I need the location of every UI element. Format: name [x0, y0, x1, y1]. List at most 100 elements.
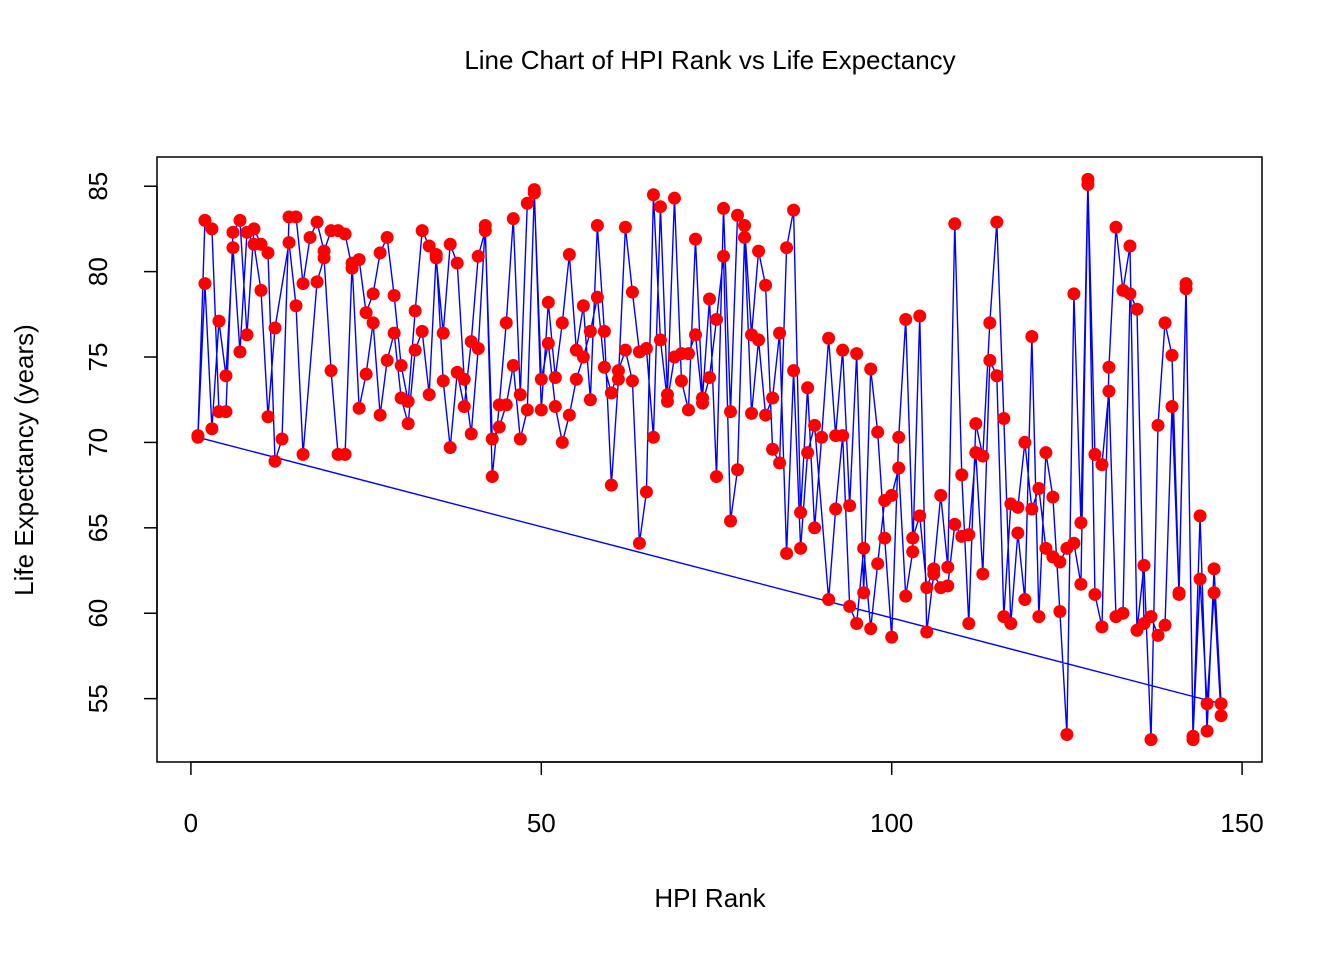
data-point — [359, 306, 373, 320]
data-point — [590, 218, 604, 232]
data-point — [590, 290, 604, 304]
data-point — [892, 430, 906, 444]
data-point — [359, 367, 373, 381]
data-point — [695, 396, 709, 410]
data-point — [962, 616, 976, 630]
data-point — [1116, 606, 1130, 620]
data-point — [198, 277, 212, 291]
data-point — [738, 230, 752, 244]
data-point — [310, 275, 324, 289]
data-point — [990, 215, 1004, 229]
data-point — [261, 410, 275, 424]
data-point — [878, 531, 892, 545]
data-point — [289, 299, 303, 313]
data-point — [1095, 620, 1109, 634]
data-point — [934, 488, 948, 502]
data-point — [836, 343, 850, 357]
data-point — [1200, 697, 1214, 711]
data-point — [1137, 558, 1151, 572]
x-tick-label: 50 — [527, 808, 556, 838]
data-point — [268, 321, 282, 335]
data-point — [436, 374, 450, 388]
data-point — [604, 386, 618, 400]
data-point — [731, 463, 745, 477]
data-point — [710, 312, 724, 326]
data-point — [352, 401, 366, 415]
data-point — [857, 586, 871, 600]
data-point — [513, 388, 527, 402]
data-point — [681, 347, 695, 361]
data-point — [499, 398, 513, 412]
data-point — [604, 478, 618, 492]
data-point — [597, 360, 611, 374]
data-point — [667, 191, 681, 205]
data-point — [857, 541, 871, 555]
data-point — [1165, 400, 1179, 414]
data-point — [1214, 709, 1228, 723]
data-point — [338, 447, 352, 461]
data-point — [1158, 618, 1172, 632]
data-point — [948, 517, 962, 531]
data-point — [766, 442, 780, 456]
data-point — [555, 316, 569, 330]
data-point — [885, 488, 899, 502]
data-point — [548, 400, 562, 414]
data-point — [871, 425, 885, 439]
data-point — [471, 249, 485, 263]
data-point — [611, 364, 625, 378]
data-point — [787, 203, 801, 217]
data-point — [296, 447, 310, 461]
data-point — [625, 374, 639, 388]
data-point — [787, 364, 801, 378]
data-point — [422, 388, 436, 402]
data-point — [1060, 728, 1074, 741]
data-point — [485, 470, 499, 484]
data-point — [653, 333, 667, 347]
data-point — [864, 622, 878, 636]
data-point — [541, 295, 555, 309]
data-point — [941, 560, 955, 574]
data-point — [1207, 562, 1221, 576]
data-point — [1144, 733, 1158, 747]
data-point — [240, 328, 254, 342]
data-point — [1123, 239, 1137, 253]
data-point — [681, 403, 695, 417]
data-point — [583, 324, 597, 338]
data-point — [513, 432, 527, 446]
data-point — [639, 341, 653, 355]
data-point — [752, 244, 766, 258]
data-point — [485, 432, 499, 446]
data-point — [394, 359, 408, 373]
y-tick-label: 80 — [83, 257, 113, 286]
data-point — [401, 417, 415, 431]
data-point — [759, 278, 773, 292]
data-point — [597, 324, 611, 338]
data-point — [1032, 482, 1046, 496]
data-point — [520, 196, 534, 210]
data-point — [1088, 447, 1102, 461]
data-point — [969, 446, 983, 460]
data-point — [822, 331, 836, 345]
data-point — [1053, 555, 1067, 569]
data-point — [899, 312, 913, 326]
data-point — [759, 408, 773, 422]
data-point — [289, 210, 303, 224]
data-point — [205, 422, 219, 436]
data-point — [941, 579, 955, 593]
data-point — [205, 222, 219, 236]
x-tick-label: 100 — [870, 808, 913, 838]
data-point — [457, 400, 471, 414]
data-point — [780, 241, 794, 255]
data-point — [1025, 502, 1039, 516]
data-point — [1011, 526, 1025, 540]
data-point — [688, 328, 702, 342]
data-point — [703, 292, 716, 306]
data-point — [745, 406, 759, 420]
data-point — [1123, 287, 1137, 301]
data-point — [976, 567, 990, 581]
data-point — [282, 236, 296, 250]
data-point — [261, 246, 275, 260]
data-point — [240, 225, 254, 239]
data-point — [247, 237, 261, 251]
data-point — [724, 514, 738, 528]
